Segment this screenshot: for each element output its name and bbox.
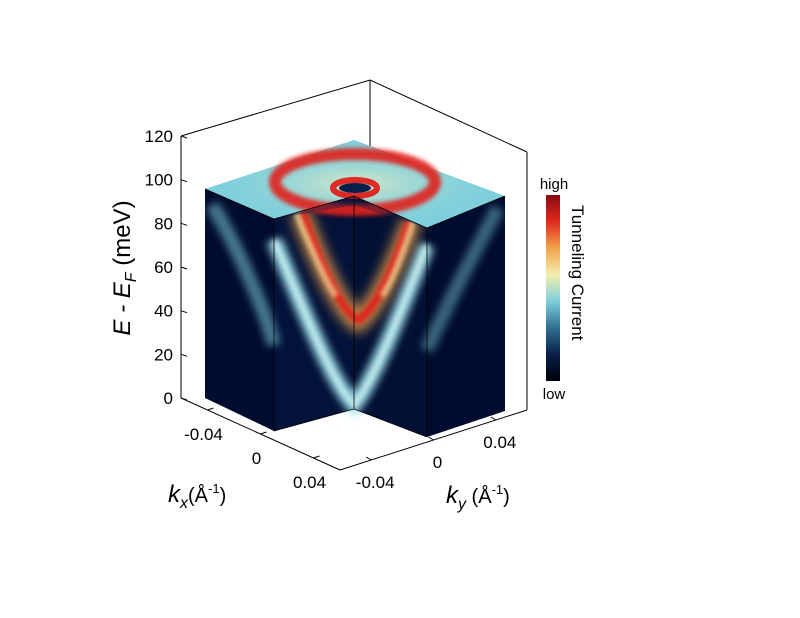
z-tick-label: 100 [145,171,173,190]
z-axis-ticks: 0 20 40 60 80 100 120 [145,127,188,408]
z-axis-label: E - EF (meV) [109,200,140,335]
colorbar-high-label: high [540,176,568,193]
ky-tick-label: 0.04 [483,433,516,452]
z-tick-label: 0 [164,389,173,408]
z-tick-label: 60 [154,258,173,277]
outer-band-right-face [420,204,505,353]
ky-tick-label: 0 [433,453,442,472]
ky-axis-ticks: -0.04 0 0.04 [356,416,516,492]
z-tick-mark [180,135,188,139]
svg-text:ky (Å-1): ky (Å-1) [446,482,510,513]
top-outer-ring [269,148,441,216]
ky-tick-label: -0.04 [356,473,395,492]
ky-tick-mark [428,436,434,441]
z-tick-label: 120 [145,127,173,146]
left-outer-face [205,189,274,431]
z-tick-mark [180,310,188,314]
right-outer-face [427,196,505,437]
kx-axis-ticks: -0.04 0 0.04 [184,407,326,492]
z-tick-mark [180,179,188,183]
ky-axis-label: ky (Å-1) [446,482,510,513]
colorbar-low-label: low [543,386,566,403]
z-tick-label: 40 [154,302,173,321]
z-tick-mark [180,266,188,270]
z-tick-mark [180,222,188,226]
kx-tick-mark [260,431,267,435]
kx-tick-label: 0 [252,449,261,468]
spectral-block [204,140,506,438]
kx-tick-mark [207,407,214,411]
colorbar: high low Tunneling Current [540,176,587,403]
kx-tick-mark [313,455,320,459]
svg-text:E - EF (meV): E - EF (meV) [109,200,140,335]
colorbar-gradient [546,195,560,381]
z-tick-mark [180,397,188,401]
ky-tick-mark [365,456,372,461]
inner-band [298,210,414,325]
svg-text:kx(Å-1): kx(Å-1) [168,481,226,512]
kx-tick-label: -0.04 [184,425,223,444]
z-tick-label: 20 [154,345,173,364]
z-tick-mark [180,353,188,357]
z-tick-label: 80 [154,214,173,233]
top-inner-ring [330,177,380,199]
outer-band-left-face [206,201,281,347]
colorbar-title: Tunneling Current [568,205,587,341]
kx-axis-label: kx(Å-1) [168,481,226,512]
ky-tick-mark [490,416,497,421]
kx-tick-label: 0.04 [293,473,326,492]
